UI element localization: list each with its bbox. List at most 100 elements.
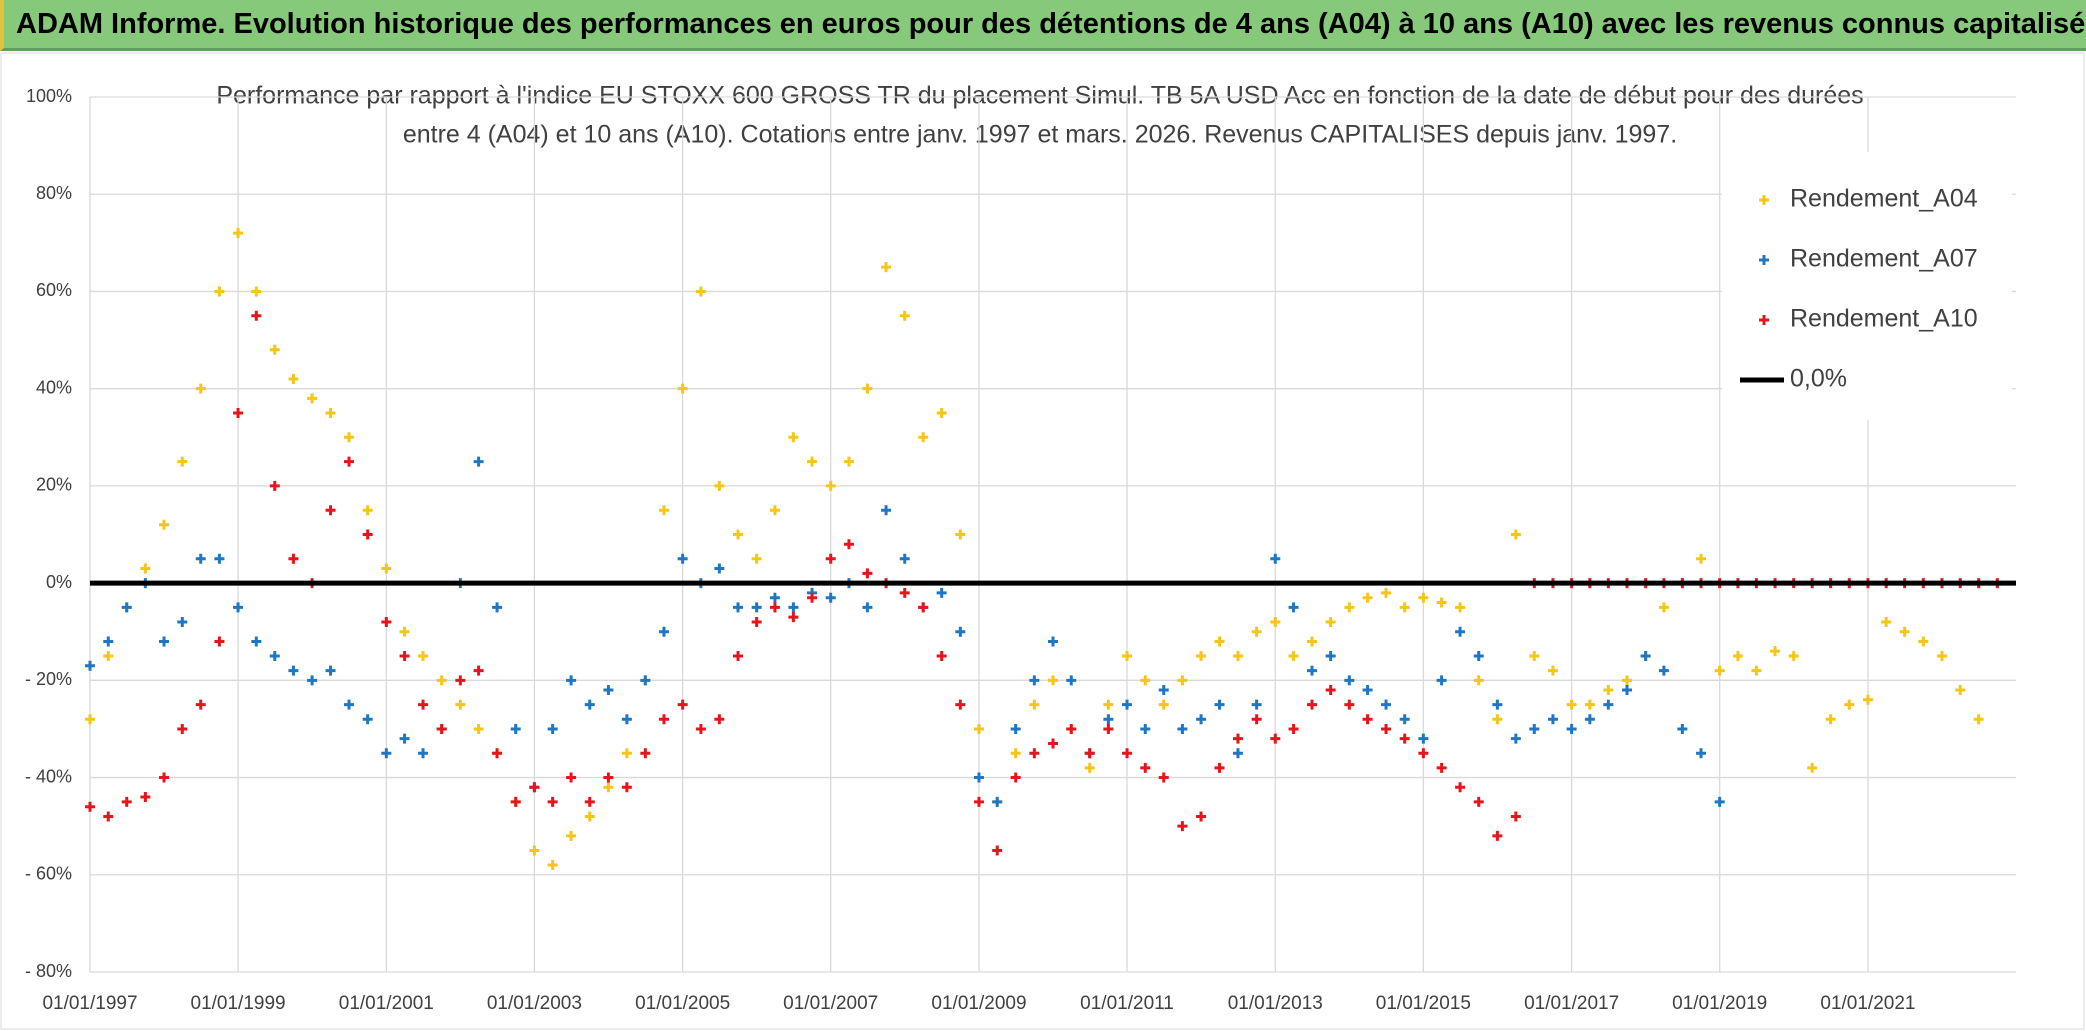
point <box>1732 651 1743 662</box>
point <box>325 407 336 418</box>
point <box>1418 592 1429 603</box>
chart-title: Performance par rapport à l'indice EU ST… <box>216 82 1863 110</box>
point <box>1936 651 1947 662</box>
point <box>1751 665 1762 676</box>
chart-subtitle: entre 4 (A04) et 10 ans (A10). Cotations… <box>403 121 1677 149</box>
point <box>1103 714 1114 725</box>
point <box>381 748 392 759</box>
point <box>881 505 892 516</box>
x-tick-label: 01/01/2007 <box>783 993 878 1014</box>
point <box>1547 665 1558 676</box>
point <box>1381 587 1392 598</box>
y-tick-label: 100% <box>26 86 72 106</box>
point <box>529 782 540 793</box>
point <box>1621 675 1632 686</box>
point <box>1270 617 1281 627</box>
point <box>121 796 132 807</box>
point <box>85 801 95 812</box>
point <box>677 383 688 394</box>
point <box>510 723 521 734</box>
point <box>862 568 873 579</box>
point <box>566 830 577 841</box>
point <box>1418 733 1429 744</box>
point <box>1510 733 1521 744</box>
point <box>843 539 854 550</box>
point <box>1288 651 1299 662</box>
point <box>1103 723 1114 734</box>
point <box>677 699 688 710</box>
point <box>547 796 558 807</box>
point <box>1140 762 1151 773</box>
point <box>1918 636 1929 647</box>
point <box>344 456 355 467</box>
y-tick-label: - 60% <box>25 864 72 884</box>
point <box>1714 796 1725 807</box>
point <box>769 592 780 603</box>
point <box>1214 699 1225 710</box>
point <box>1251 714 1262 725</box>
point <box>955 699 966 710</box>
point <box>992 845 1003 856</box>
point <box>1529 723 1540 734</box>
y-tick-label: 20% <box>36 475 72 495</box>
point <box>881 262 892 273</box>
point <box>1288 723 1299 734</box>
point <box>177 456 188 467</box>
point <box>473 723 484 734</box>
point <box>751 553 762 564</box>
point <box>362 714 373 725</box>
point <box>381 563 392 574</box>
point <box>695 723 706 734</box>
point <box>214 286 225 297</box>
point <box>1399 602 1410 613</box>
point <box>307 675 318 686</box>
point <box>436 723 447 734</box>
point <box>1770 646 1781 657</box>
chart: Performance par rapport à l'indice EU ST… <box>0 52 2085 1030</box>
point <box>1399 733 1410 744</box>
point <box>1418 748 1429 759</box>
y-tick-label: - 80% <box>25 961 72 981</box>
point <box>1196 714 1207 725</box>
point <box>399 626 410 637</box>
point <box>788 602 799 613</box>
point <box>1492 699 1503 710</box>
point <box>1158 685 1169 696</box>
point <box>1381 723 1392 734</box>
point <box>1658 602 1669 613</box>
point <box>399 733 410 744</box>
point <box>1196 811 1207 822</box>
x-tick-label: 01/01/2005 <box>635 993 730 1014</box>
point <box>1140 723 1151 734</box>
point <box>1122 748 1133 759</box>
point <box>1362 592 1373 603</box>
point <box>455 675 466 686</box>
point <box>1066 675 1077 686</box>
point <box>1084 762 1095 773</box>
legend-label: Rendement_A07 <box>1790 245 1978 273</box>
point <box>362 529 373 540</box>
point <box>1899 626 1910 637</box>
point <box>1807 762 1818 773</box>
point <box>1621 685 1632 696</box>
x-tick-label: 01/01/2009 <box>931 993 1026 1014</box>
point <box>269 651 280 662</box>
point <box>1307 699 1317 710</box>
point <box>640 675 651 686</box>
point <box>1251 699 1262 710</box>
point <box>1955 685 1966 696</box>
point <box>1029 748 1040 759</box>
point <box>85 660 95 671</box>
point <box>862 602 873 613</box>
point <box>1232 651 1243 662</box>
point <box>140 563 151 574</box>
point <box>177 723 188 734</box>
point <box>418 699 429 710</box>
point <box>1603 699 1614 710</box>
point <box>1344 699 1355 710</box>
point <box>1436 597 1447 608</box>
point <box>1010 748 1021 759</box>
point <box>1362 685 1373 696</box>
point <box>1696 553 1707 564</box>
x-tick-label: 01/01/2003 <box>487 993 582 1014</box>
